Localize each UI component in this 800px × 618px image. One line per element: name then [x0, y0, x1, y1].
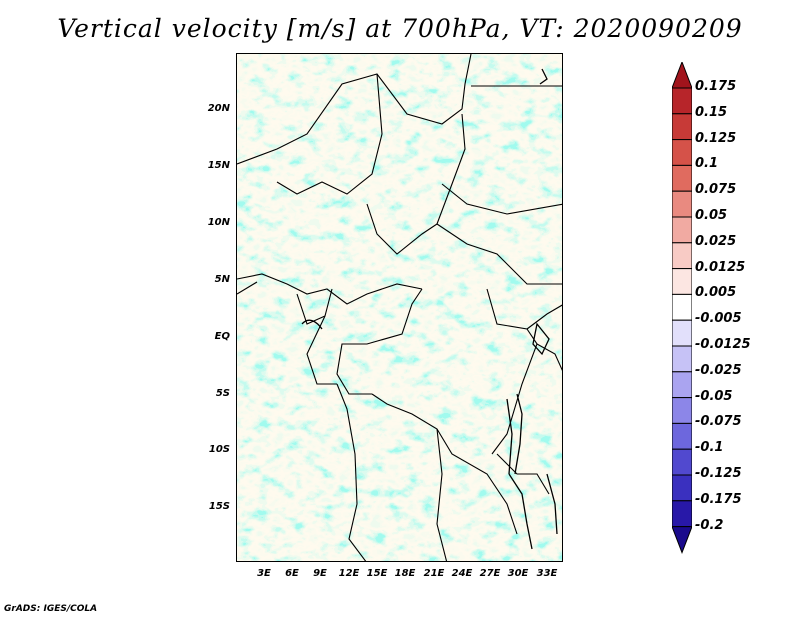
lat-label: 15S — [208, 501, 230, 512]
colorbar-label: 0.05 — [695, 208, 728, 223]
colorbar-segment — [672, 474, 692, 502]
lon-label: 30E — [507, 568, 529, 579]
colorbar-segment — [672, 113, 692, 141]
lat-label: 20N — [207, 103, 230, 114]
colorbar-label: 0.005 — [695, 285, 737, 301]
colorbar-label: -0.175 — [695, 491, 742, 507]
colorbar-segment — [672, 319, 692, 347]
lat-label: 5S — [215, 388, 230, 399]
colorbar-segment — [672, 371, 692, 399]
colorbar-top-arrow — [672, 62, 692, 89]
colorbar-segment — [672, 500, 692, 528]
lon-label: 27E — [479, 568, 501, 579]
colorbar-segment — [672, 293, 692, 321]
map-panel — [236, 53, 563, 562]
colorbar-segment — [672, 345, 692, 373]
lat-label: 5N — [214, 274, 230, 285]
colorbar-segment — [672, 422, 692, 450]
colorbar-segment — [672, 242, 692, 270]
lat-label: EQ — [214, 331, 230, 342]
colorbar-label: 0.15 — [695, 104, 728, 120]
colorbar-label: 0.0125 — [695, 259, 746, 275]
lon-label: 6E — [285, 568, 299, 579]
lat-label: 15N — [207, 160, 230, 171]
colorbar-label: 0.075 — [695, 182, 737, 198]
colorbar-label: -0.125 — [695, 466, 742, 481]
lon-label: 15E — [366, 568, 388, 579]
colorbar-segment — [672, 139, 692, 166]
country-borders — [237, 54, 562, 561]
colorbar-segment — [672, 397, 692, 424]
colorbar-label: 0.025 — [695, 233, 737, 249]
colorbar-segment — [672, 216, 692, 244]
lon-label: 18E — [394, 568, 416, 579]
colorbar-label: 0.175 — [695, 79, 737, 94]
colorbar-bottom-arrow — [672, 526, 692, 554]
colorbar-segment — [672, 87, 692, 115]
chart-title: Vertical velocity [m/s] at 700hPa, VT: 2… — [57, 14, 743, 43]
colorbar-segment — [672, 190, 692, 218]
colorbar-segment — [672, 268, 692, 295]
lon-label: 21E — [423, 568, 445, 579]
colorbar-label: -0.2 — [695, 517, 724, 533]
map-canvas — [237, 54, 562, 561]
colorbar-label: -0.1 — [695, 440, 724, 456]
lat-label: 10N — [207, 217, 230, 228]
lakes-outline — [301, 68, 558, 550]
colorbar-label: -0.025 — [695, 362, 742, 378]
colorbar-label: 0.1 — [695, 156, 719, 172]
footer-credit: GrADS: IGES/COLA — [4, 604, 98, 614]
lon-label: 3E — [257, 568, 271, 579]
colorbar-segment — [672, 164, 692, 192]
colorbar-label: 0.125 — [695, 130, 737, 146]
lon-label: 33E — [536, 568, 558, 579]
colorbar-label: -0.05 — [695, 388, 733, 404]
colorbar-label: -0.0125 — [695, 337, 751, 352]
lon-label: 12E — [338, 568, 360, 579]
colorbar-label: -0.005 — [695, 311, 742, 327]
colorbar — [672, 62, 692, 554]
colorbar-label: -0.075 — [695, 414, 742, 430]
vertical-velocity-field — [237, 54, 562, 561]
lon-label: 24E — [451, 568, 473, 579]
lon-label: 9E — [313, 568, 327, 579]
colorbar-segment — [672, 448, 692, 476]
lat-label: 10S — [208, 444, 230, 455]
